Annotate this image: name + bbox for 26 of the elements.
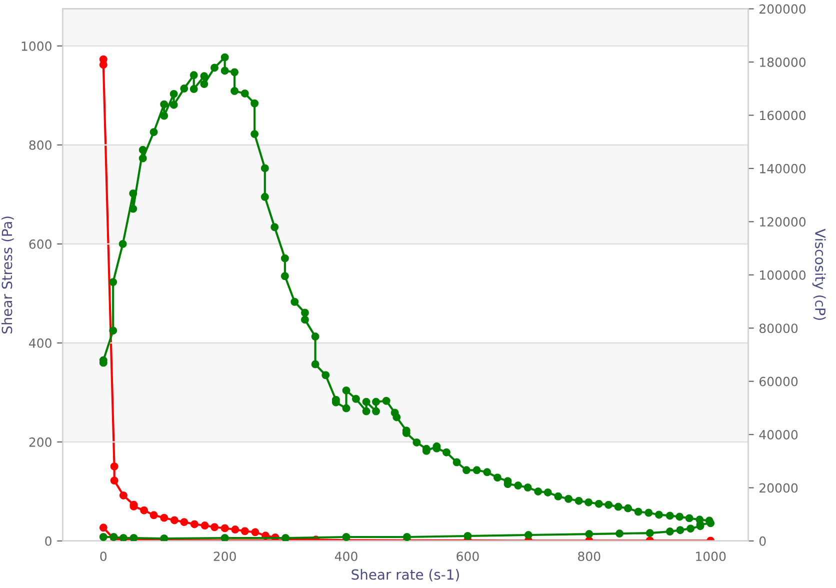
y2-tick-label: 160000 xyxy=(760,110,806,120)
y-tick-label: 600 xyxy=(29,239,52,249)
y2-tick-label: 80000 xyxy=(759,324,798,334)
x-tick-label: 1000 xyxy=(696,552,726,562)
y-tick-label: 1000 xyxy=(22,41,52,51)
y-tick-label: 800 xyxy=(29,140,52,150)
x-axis-title: Shear rate (s-1) xyxy=(352,569,459,582)
x-tick-label: 200 xyxy=(214,552,236,562)
y2-tick-label: 20000 xyxy=(760,483,798,493)
y2-tick-label: 40000 xyxy=(759,430,798,440)
y-tick-label: 400 xyxy=(29,338,52,348)
y2-tick-label: 120000 xyxy=(760,217,806,227)
x-tick-label: 800 xyxy=(578,552,600,562)
y2-tick-label: 180000 xyxy=(760,58,806,67)
x-tick-label: 600 xyxy=(456,552,479,562)
y2-tick-label: 0 xyxy=(759,536,766,546)
y2-tick-label: 60000 xyxy=(760,376,798,386)
y2-tick-label: 100000 xyxy=(760,270,806,280)
y2-tick-label: 200000 xyxy=(760,4,806,14)
y2-axis-title: Viscosity (cP) xyxy=(812,228,826,320)
y-axis-title: Shear Stress (Pa) xyxy=(1,216,14,334)
y-tick-label: 0 xyxy=(45,536,52,546)
y-tick-label: 200 xyxy=(29,437,52,447)
x-tick-label: 0 xyxy=(100,552,107,562)
y2-tick-label: 140000 xyxy=(760,164,806,174)
x-tick-label: 400 xyxy=(334,552,358,562)
